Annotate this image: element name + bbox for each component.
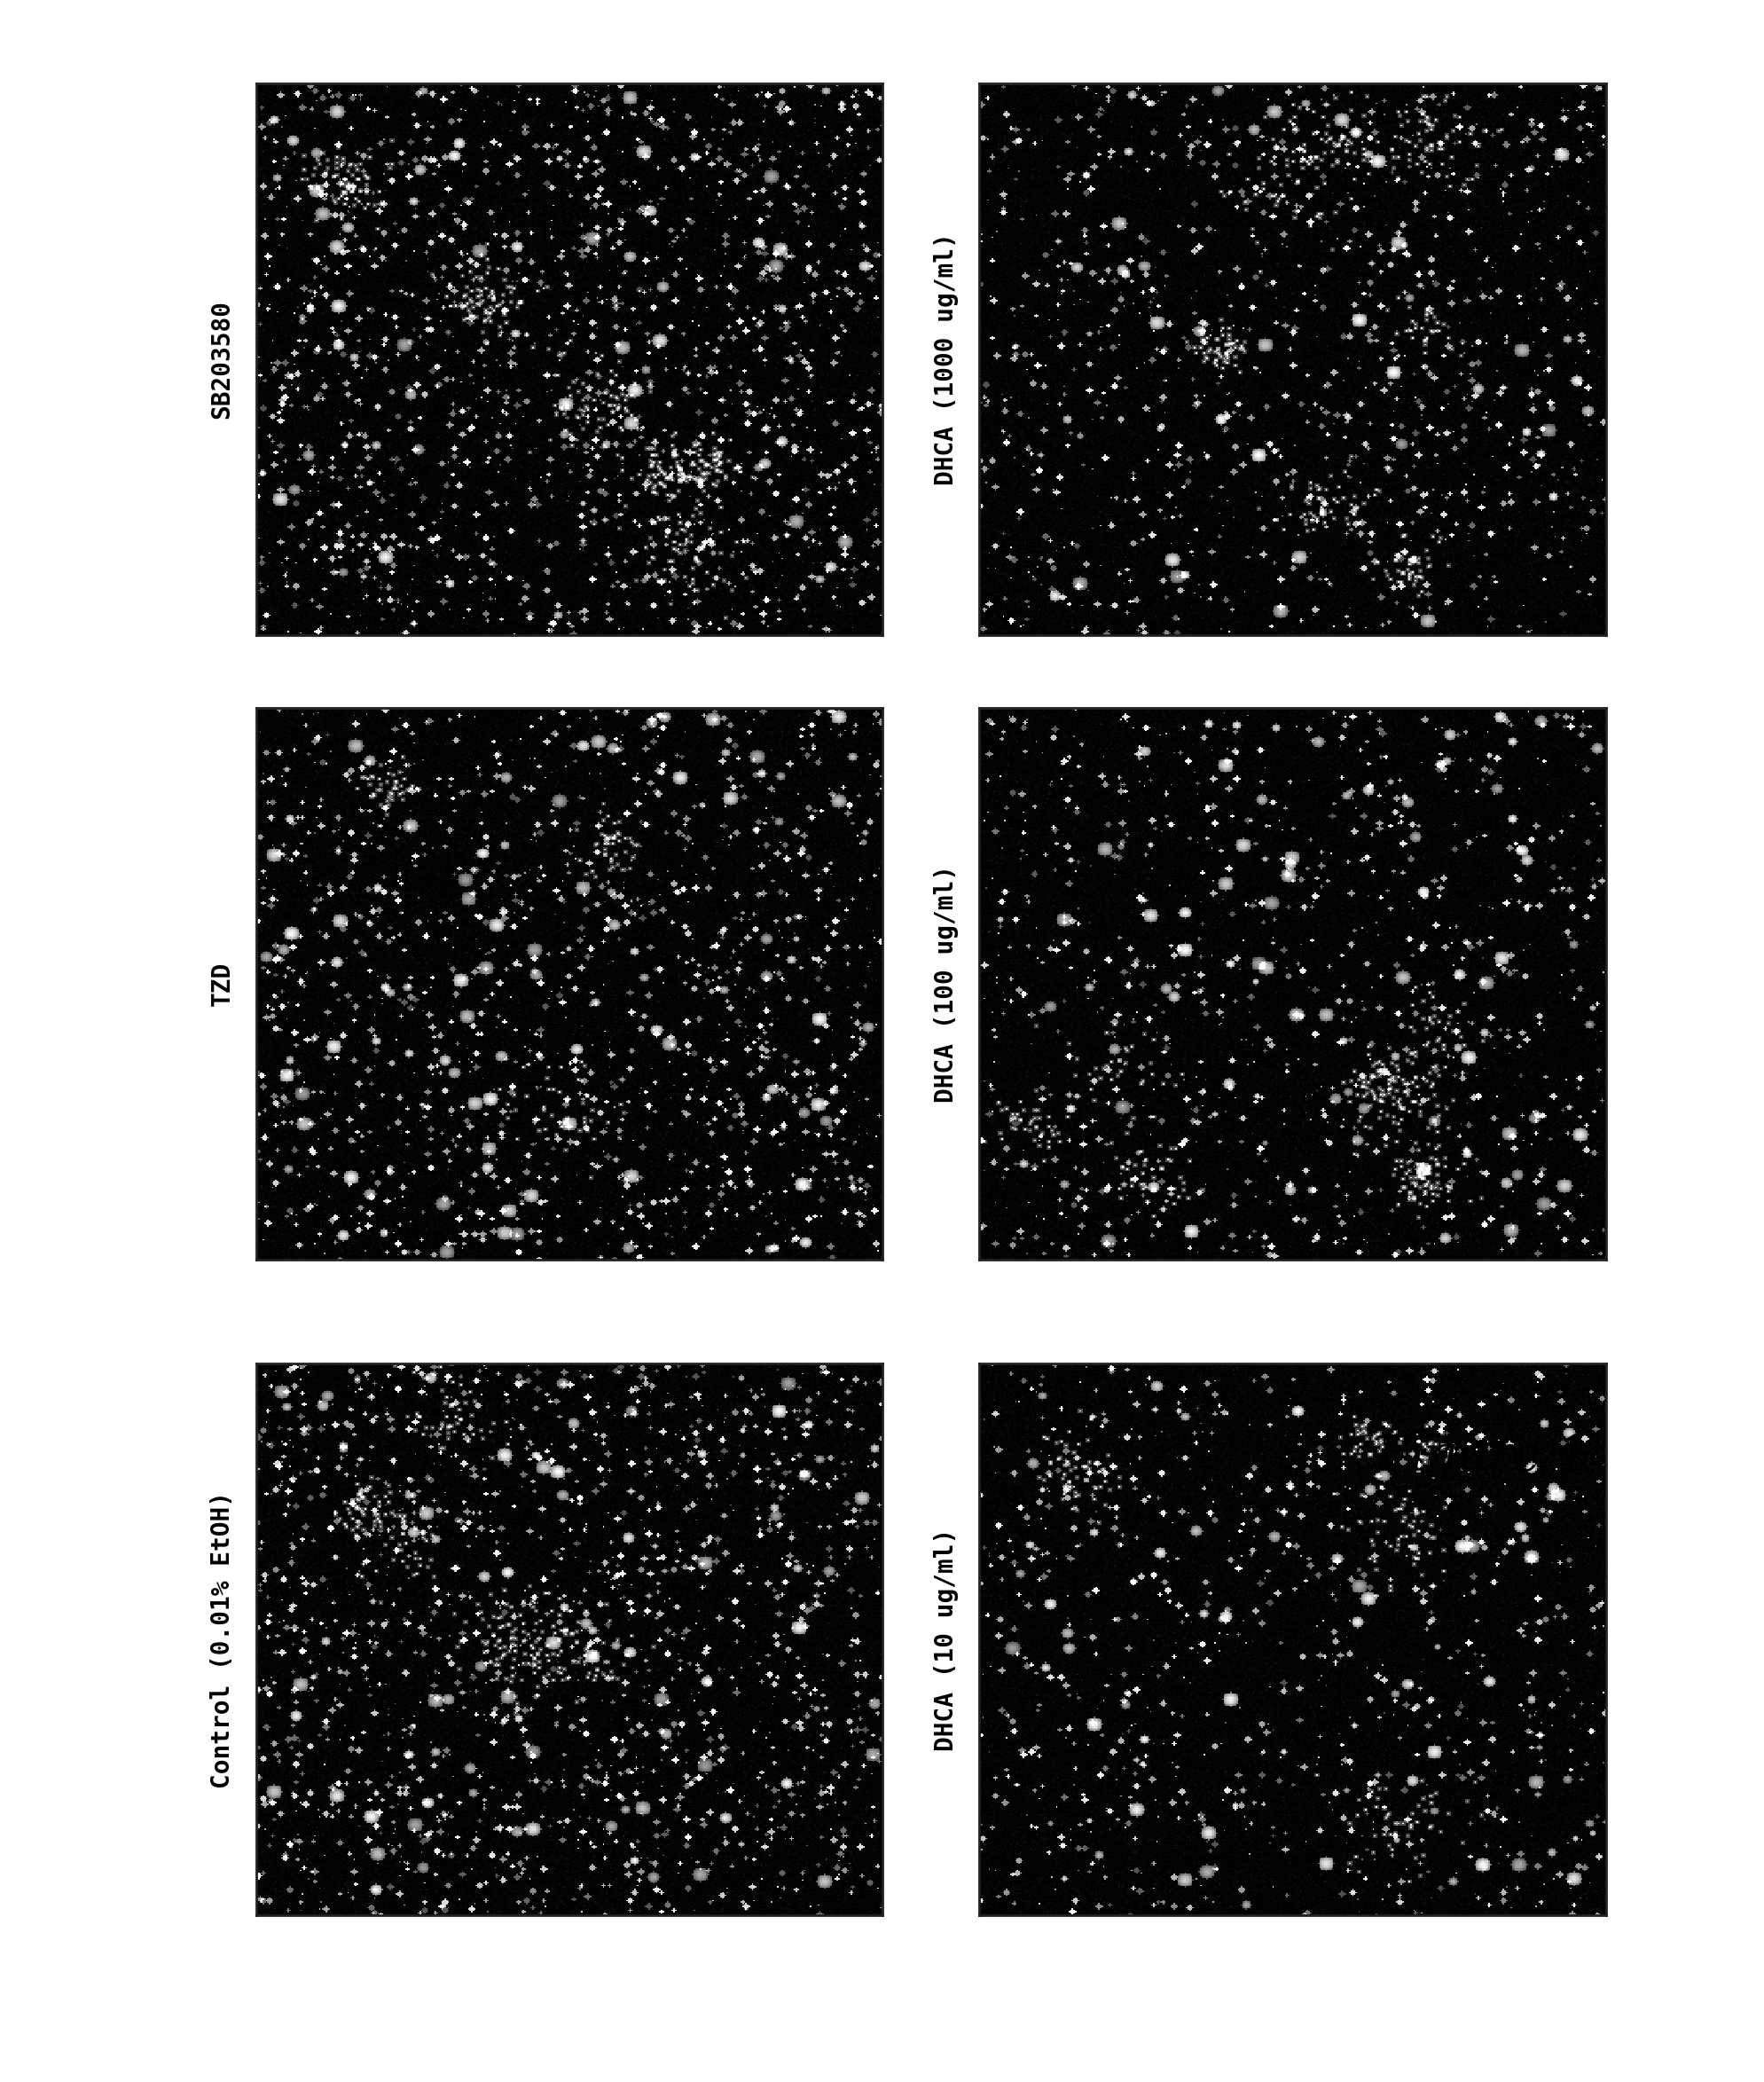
- Text: TZD: TZD: [210, 962, 235, 1006]
- Text: DHCA (10 ug/ml): DHCA (10 ug/ml): [933, 1528, 958, 1751]
- Text: Figure 1: Figure 1: [1376, 1432, 1588, 1482]
- Text: Control (0.01% EtOH): Control (0.01% EtOH): [210, 1491, 235, 1788]
- Text: DHCA (1000 ug/ml): DHCA (1000 ug/ml): [933, 233, 958, 485]
- Text: DHCA (100 ug/ml): DHCA (100 ug/ml): [933, 864, 958, 1103]
- Text: SB203580: SB203580: [210, 300, 235, 418]
